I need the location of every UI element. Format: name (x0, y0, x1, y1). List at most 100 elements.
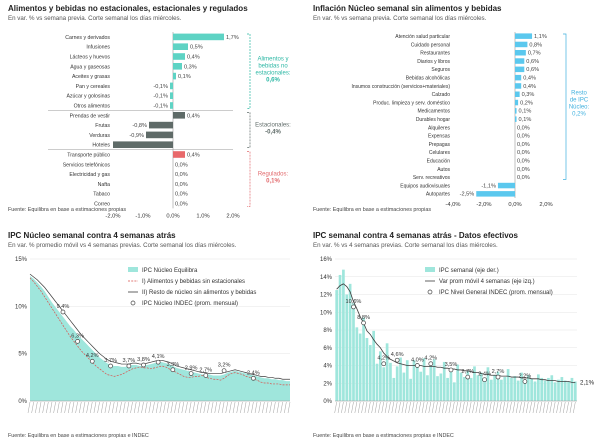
y-tick-label: 0% (18, 399, 27, 405)
line-series (336, 283, 576, 383)
data-label: 4,2% (377, 356, 390, 362)
panel-subtitle: En var. % vs 4 semanas previas. Corte se… (313, 242, 498, 249)
bar (372, 330, 375, 401)
bar (567, 381, 570, 401)
legend-swatch (427, 289, 433, 295)
panel-title: Inflación Núcleo semanal sin alimentos y… (313, 4, 502, 13)
x-tick (101, 401, 104, 414)
bar (523, 382, 527, 401)
bar (170, 102, 173, 109)
x-tick-label: 1,0% (196, 213, 209, 218)
x-tick (276, 401, 280, 414)
x-tick (566, 401, 569, 414)
x-tick (243, 401, 247, 414)
x-tick (170, 401, 174, 414)
y-tick-label: 0% (323, 399, 332, 405)
x-tick (31, 401, 34, 414)
x-tick (559, 401, 563, 414)
x-tick (442, 401, 445, 414)
x-tick-label: -2,0% (476, 202, 491, 208)
bar (520, 372, 523, 401)
bar (379, 351, 382, 401)
chart-alimentos: Carnes y derivados 1,7% Infusiones 0,5% Láct… (48, 32, 291, 218)
x-tick (522, 401, 526, 414)
x-tick (465, 401, 468, 414)
data-label: 9,4% (57, 304, 70, 310)
x-tick (240, 401, 243, 414)
x-tick (388, 401, 391, 414)
bar (489, 379, 493, 401)
data-label: 3,5% (445, 362, 458, 368)
bar (173, 72, 176, 80)
data-label: 2,7% (461, 369, 474, 375)
bar (382, 367, 386, 401)
x-tick (344, 401, 347, 414)
category-label: Equipos audiovisuales (400, 183, 450, 189)
group-label: bebidas no (258, 64, 288, 70)
marker (108, 363, 113, 369)
x-tick (563, 401, 566, 414)
category-label: Aceites y grasas (72, 74, 110, 80)
data-label: 0,2% (520, 100, 533, 106)
data-label: 0,3% (522, 92, 535, 98)
x-tick (425, 401, 428, 414)
x-tick (526, 401, 529, 414)
data-label: 0,4% (187, 54, 200, 60)
panel-nucleo: Inflación Núcleo semanal sin alimentos y… (313, 4, 597, 218)
legend-label: IPC Núcleo INDEC (prom. mensual) (142, 301, 238, 307)
x-tick (174, 401, 177, 414)
data-label: 3,7% (122, 358, 135, 364)
x-tick (347, 401, 351, 414)
category-label: Atención salud particular (395, 34, 450, 40)
x-tick (438, 401, 442, 414)
group-value: 0,6% (266, 78, 280, 84)
bar (173, 112, 185, 119)
bar (506, 369, 510, 401)
bar (543, 380, 547, 401)
x-tick (134, 401, 137, 414)
category-label: Prendas de vestir (70, 113, 111, 119)
x-tick (141, 401, 144, 414)
marker (155, 359, 161, 365)
x-tick (468, 401, 472, 414)
x-tick (391, 401, 395, 414)
x-tick (57, 401, 60, 414)
annotation-label: Resto (571, 91, 587, 97)
data-label: 2,4% (478, 372, 491, 378)
marker (448, 367, 454, 373)
bar (399, 357, 402, 401)
x-tick (573, 401, 576, 414)
x-tick (364, 401, 368, 414)
category-label: Expensas (428, 134, 450, 140)
bar (149, 121, 173, 129)
bar (573, 381, 577, 401)
panel-source: Fuente: Equilibra en base a estimaciones… (8, 207, 127, 213)
marker (170, 367, 176, 373)
legend-swatch (425, 267, 435, 272)
bar (516, 380, 520, 401)
x-tick (177, 401, 181, 414)
x-tick (280, 401, 283, 414)
x-tick (542, 401, 546, 414)
x-tick (115, 401, 119, 414)
x-tick (411, 401, 415, 414)
x-tick (68, 401, 71, 414)
bar (473, 366, 476, 401)
area-series (30, 276, 290, 401)
x-tick (232, 401, 236, 414)
x-tick (532, 401, 536, 414)
x-tick (384, 401, 388, 414)
x-tick (569, 401, 573, 414)
x-tick (155, 401, 159, 414)
x-tick (53, 401, 56, 414)
x-tick (458, 401, 462, 414)
x-tick (472, 401, 475, 414)
x-tick (251, 401, 254, 414)
x-tick (448, 401, 452, 414)
data-label: 3,8% (137, 357, 150, 363)
x-tick (265, 401, 269, 414)
category-label: Prepagas (429, 142, 451, 148)
legend-label: IPC semanal (eje der.) (439, 268, 499, 274)
data-label: 0,0% (175, 162, 188, 168)
x-tick (287, 401, 291, 414)
